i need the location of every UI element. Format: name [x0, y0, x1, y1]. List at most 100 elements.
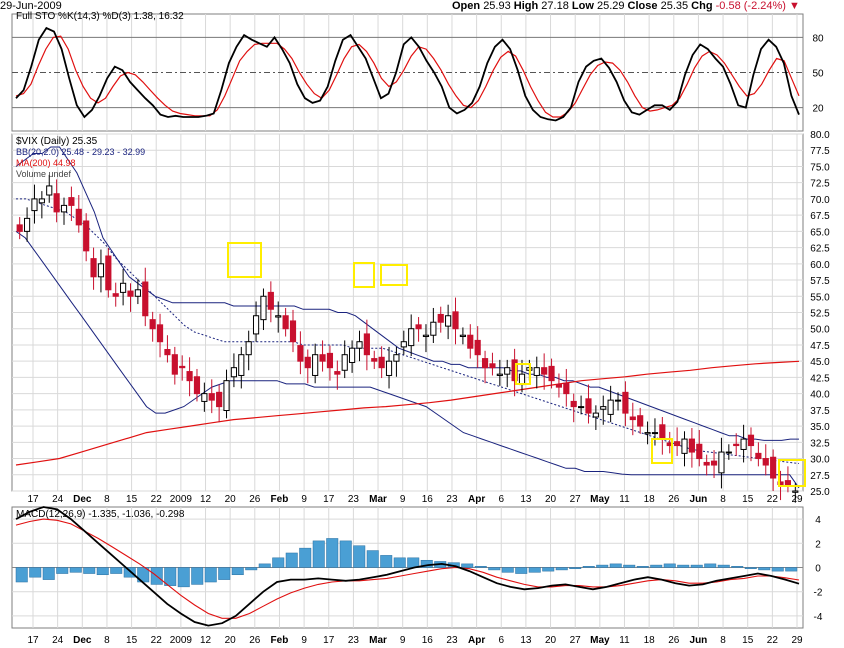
high-label: High [513, 0, 539, 12]
candle-body [201, 393, 208, 402]
macd-histogram-bar [758, 567, 771, 571]
candle-body [614, 399, 622, 402]
x-tick-label-bottom: Dec [73, 635, 92, 646]
candle-body [777, 481, 784, 486]
x-tick-label-bottom: 26 [249, 635, 261, 646]
x-tick-label: 16 [422, 494, 434, 505]
highlight-box-29-Jun [778, 459, 806, 487]
macd-histogram-bar [245, 567, 258, 571]
macd-signal-line [15, 518, 800, 619]
macd-histogram-bar [110, 567, 123, 574]
macd-histogram-bar [393, 557, 406, 568]
macd-histogram-bar [515, 567, 528, 574]
price-y-tick: 40.0 [810, 390, 830, 401]
candle-body [504, 367, 511, 375]
x-tick-label: Apr [468, 494, 485, 505]
candle-body [312, 354, 319, 376]
x-tick-label: May [590, 494, 610, 505]
sto-k-line [15, 26, 800, 122]
low-label: Low [571, 0, 594, 12]
x-tick-label: 9 [301, 494, 307, 505]
x-tick-label: 17 [323, 494, 335, 505]
macd-histogram-bar [555, 567, 568, 571]
candle-body [179, 365, 186, 369]
macd-histogram-bar [609, 563, 622, 568]
candle-body [238, 354, 245, 376]
ma-legend: MA(200) 44.98 [16, 158, 76, 168]
candle-body [267, 291, 274, 310]
candle-body [511, 359, 518, 382]
macd-histogram-bar [56, 567, 69, 574]
macd-histogram-bar [623, 564, 636, 568]
macd-y-tick: 4 [815, 515, 821, 526]
price-y-tick: 37.5 [810, 406, 830, 417]
candle-body [755, 452, 762, 460]
macd-histogram-bar [69, 567, 82, 573]
x-tick-label-bottom: 8 [104, 635, 110, 646]
candle-body [578, 406, 585, 409]
x-tick-label-bottom: 20 [545, 635, 557, 646]
macd-histogram-bar [258, 563, 271, 568]
candle-body [710, 460, 718, 466]
x-tick-label-bottom: 8 [720, 635, 726, 646]
x-tick-label: 27 [570, 494, 582, 505]
candle-body [31, 198, 38, 212]
price-y-tick: 70.0 [810, 195, 830, 206]
x-tick-label: 26 [668, 494, 680, 505]
candle-body [297, 345, 304, 362]
macd-histogram-bar [326, 538, 339, 568]
candle-body [659, 424, 666, 440]
candle-body [725, 451, 732, 454]
candle-body [120, 282, 127, 293]
chg-down-icon: ▼ [789, 0, 800, 12]
candle-body [541, 367, 548, 375]
candle-body [496, 373, 503, 376]
candle-body [784, 480, 792, 486]
macd-y-tick: -2 [814, 588, 823, 599]
x-tick-label: 13 [520, 494, 532, 505]
price-y-tick: 30.0 [810, 455, 830, 466]
macd-histogram-bar [663, 563, 676, 568]
candle-body [319, 354, 326, 362]
candle-body [164, 348, 171, 356]
macd-histogram-bar [29, 567, 42, 578]
x-tick-label-bottom: 17 [323, 635, 335, 646]
candle-body [393, 354, 400, 362]
x-tick-label-bottom: 13 [520, 635, 532, 646]
candle-body [629, 416, 636, 421]
candle-body [385, 360, 393, 376]
macd-histogram-bar [272, 557, 285, 568]
x-tick-label: 6 [498, 494, 504, 505]
candle-body [563, 382, 570, 395]
price-y-tick: 60.0 [810, 260, 830, 271]
ma200-line [15, 360, 800, 466]
price-y-tick: 45.0 [810, 357, 830, 368]
price-y-tick: 25.0 [810, 487, 830, 498]
price-title: $VIX (Daily) 25.35 [16, 136, 98, 147]
x-tick-label: Dec [73, 494, 92, 505]
macd-y-tick: 2 [815, 539, 821, 550]
x-tick-label: 15 [742, 494, 754, 505]
candle-body [533, 367, 540, 376]
candle-body [585, 398, 592, 414]
macd-histogram-bar [690, 564, 703, 568]
candle-body [548, 365, 555, 382]
candle-body [644, 432, 651, 435]
macd-histogram-bar [488, 567, 501, 571]
candle-body [688, 438, 695, 453]
price-y-tick: 47.5 [810, 341, 830, 352]
candle-body [607, 399, 614, 415]
macd-histogram-bar [731, 566, 744, 568]
candle-body [681, 438, 688, 454]
sto-y-tick: 50 [812, 69, 824, 80]
candle-body [371, 358, 378, 362]
macd-histogram-bar [785, 567, 798, 572]
candle-body [740, 438, 747, 450]
x-tick-label-bottom: Feb [271, 635, 289, 646]
candle-body [208, 393, 215, 401]
x-tick-label: 8 [720, 494, 726, 505]
candle-body [134, 289, 141, 297]
macd-histogram-bar [177, 567, 190, 588]
price-y-tick: 55.0 [810, 292, 830, 303]
candle-body [75, 208, 82, 226]
